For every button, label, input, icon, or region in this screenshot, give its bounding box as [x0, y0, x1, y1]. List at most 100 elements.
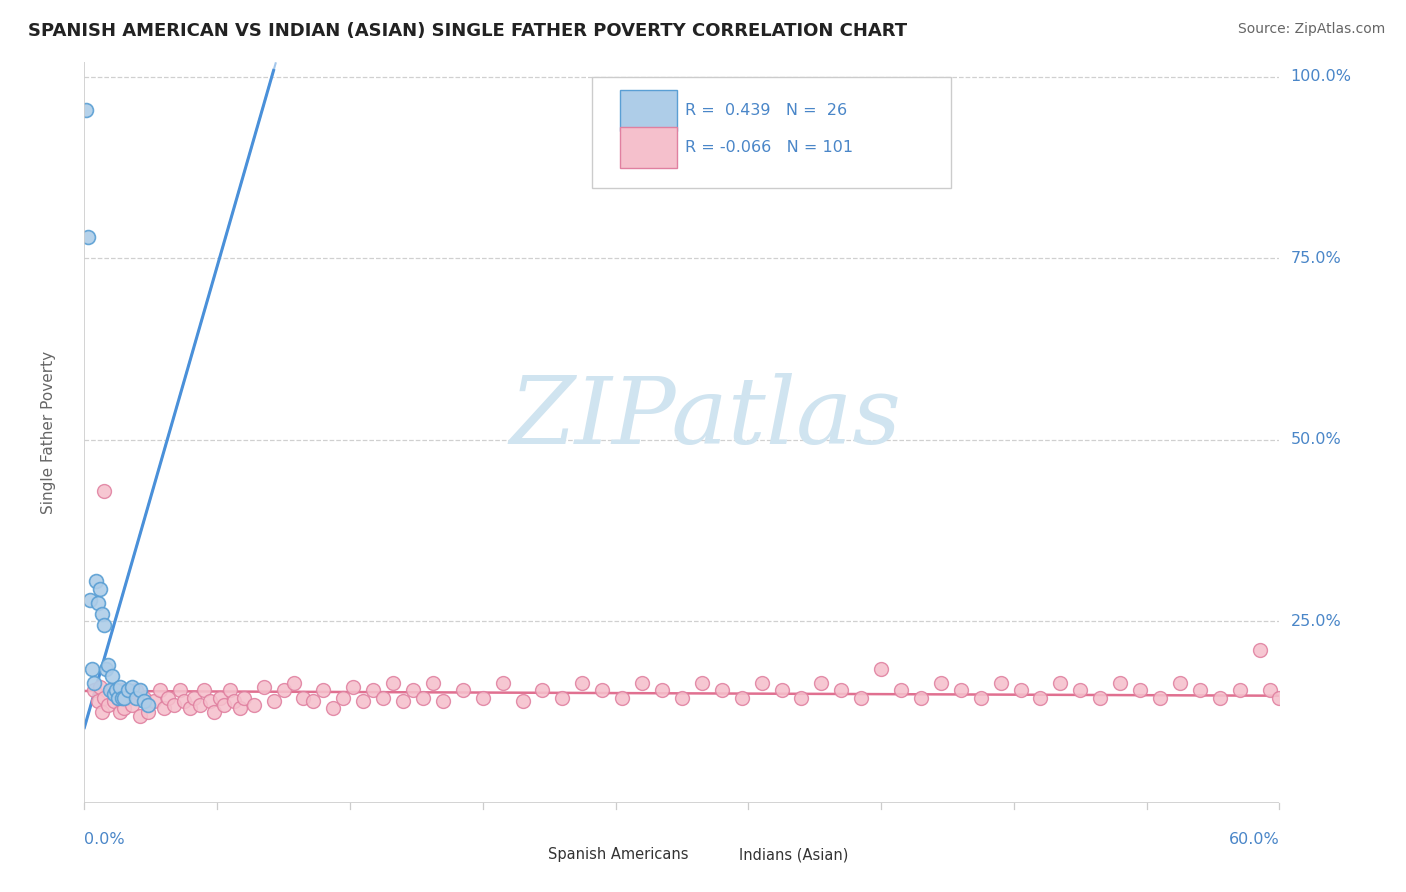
- Point: [222, 694, 245, 708]
- Point: [392, 694, 415, 708]
- Point: [512, 694, 534, 708]
- Point: [1090, 690, 1112, 705]
- Point: [1069, 683, 1091, 698]
- Point: [121, 698, 143, 712]
- Point: [312, 683, 335, 698]
- Text: 0.0%: 0.0%: [84, 832, 125, 847]
- Point: [97, 698, 120, 712]
- Point: [531, 683, 554, 698]
- Point: [82, 661, 104, 675]
- Point: [1249, 643, 1271, 657]
- Point: [382, 676, 405, 690]
- Point: [101, 669, 124, 683]
- Point: [111, 690, 134, 705]
- Point: [492, 676, 515, 690]
- Point: [83, 676, 105, 690]
- Point: [1129, 683, 1152, 698]
- Point: [121, 680, 143, 694]
- Point: [571, 676, 593, 690]
- Point: [830, 683, 852, 698]
- Point: [87, 694, 110, 708]
- Point: [93, 690, 115, 705]
- Point: [125, 683, 148, 698]
- Point: [551, 690, 574, 705]
- FancyBboxPatch shape: [620, 128, 678, 168]
- Point: [631, 676, 654, 690]
- Point: [342, 680, 364, 694]
- Point: [751, 676, 773, 690]
- Point: [110, 680, 132, 694]
- Point: [93, 483, 115, 498]
- Text: 50.0%: 50.0%: [1291, 433, 1341, 448]
- Point: [263, 694, 285, 708]
- Point: [77, 229, 100, 244]
- Point: [322, 701, 344, 715]
- Point: [1258, 683, 1281, 698]
- Point: [1268, 690, 1291, 705]
- Point: [710, 683, 733, 698]
- Point: [173, 694, 195, 708]
- Point: [412, 690, 434, 705]
- Point: [651, 683, 673, 698]
- Point: [690, 676, 713, 690]
- Point: [1010, 683, 1032, 698]
- Point: [1188, 683, 1211, 698]
- Point: [671, 690, 693, 705]
- Point: [83, 683, 105, 698]
- Text: 100.0%: 100.0%: [1291, 70, 1351, 85]
- Point: [242, 698, 264, 712]
- Point: [91, 705, 114, 719]
- Text: R = -0.066   N = 101: R = -0.066 N = 101: [686, 140, 853, 155]
- Point: [810, 676, 832, 690]
- Text: 75.0%: 75.0%: [1291, 251, 1341, 266]
- Point: [91, 607, 114, 621]
- Point: [149, 683, 172, 698]
- Text: Single Father Poverty: Single Father Poverty: [41, 351, 56, 514]
- Point: [136, 705, 159, 719]
- Point: [153, 701, 176, 715]
- Point: [253, 680, 276, 694]
- Text: ZIPatlas: ZIPatlas: [510, 373, 901, 463]
- Point: [361, 683, 384, 698]
- Point: [1229, 683, 1251, 698]
- FancyBboxPatch shape: [512, 843, 543, 870]
- Point: [770, 683, 793, 698]
- Point: [851, 690, 873, 705]
- Point: [111, 683, 134, 698]
- Point: [188, 698, 211, 712]
- Text: Spanish Americans: Spanish Americans: [548, 847, 689, 863]
- Point: [990, 676, 1012, 690]
- Point: [75, 103, 97, 117]
- Point: [273, 683, 295, 698]
- Point: [229, 701, 252, 715]
- Point: [96, 661, 118, 675]
- Point: [132, 690, 156, 705]
- Point: [1029, 690, 1052, 705]
- Point: [98, 683, 121, 698]
- Point: [402, 683, 425, 698]
- Point: [193, 683, 215, 698]
- Point: [451, 683, 474, 698]
- Point: [970, 690, 993, 705]
- Point: [1168, 676, 1191, 690]
- Text: Indians (Asian): Indians (Asian): [740, 847, 849, 863]
- Point: [129, 708, 152, 723]
- Point: [332, 690, 354, 705]
- Point: [79, 592, 101, 607]
- Point: [471, 690, 494, 705]
- Point: [302, 694, 325, 708]
- Point: [117, 690, 139, 705]
- Point: [890, 683, 912, 698]
- FancyBboxPatch shape: [592, 78, 950, 188]
- Point: [731, 690, 754, 705]
- Point: [93, 618, 115, 632]
- Point: [283, 676, 305, 690]
- Point: [136, 698, 159, 712]
- Point: [169, 683, 191, 698]
- Point: [1209, 690, 1232, 705]
- Point: [949, 683, 972, 698]
- Point: [89, 582, 111, 596]
- Point: [790, 690, 813, 705]
- Point: [208, 690, 231, 705]
- Point: [117, 683, 139, 698]
